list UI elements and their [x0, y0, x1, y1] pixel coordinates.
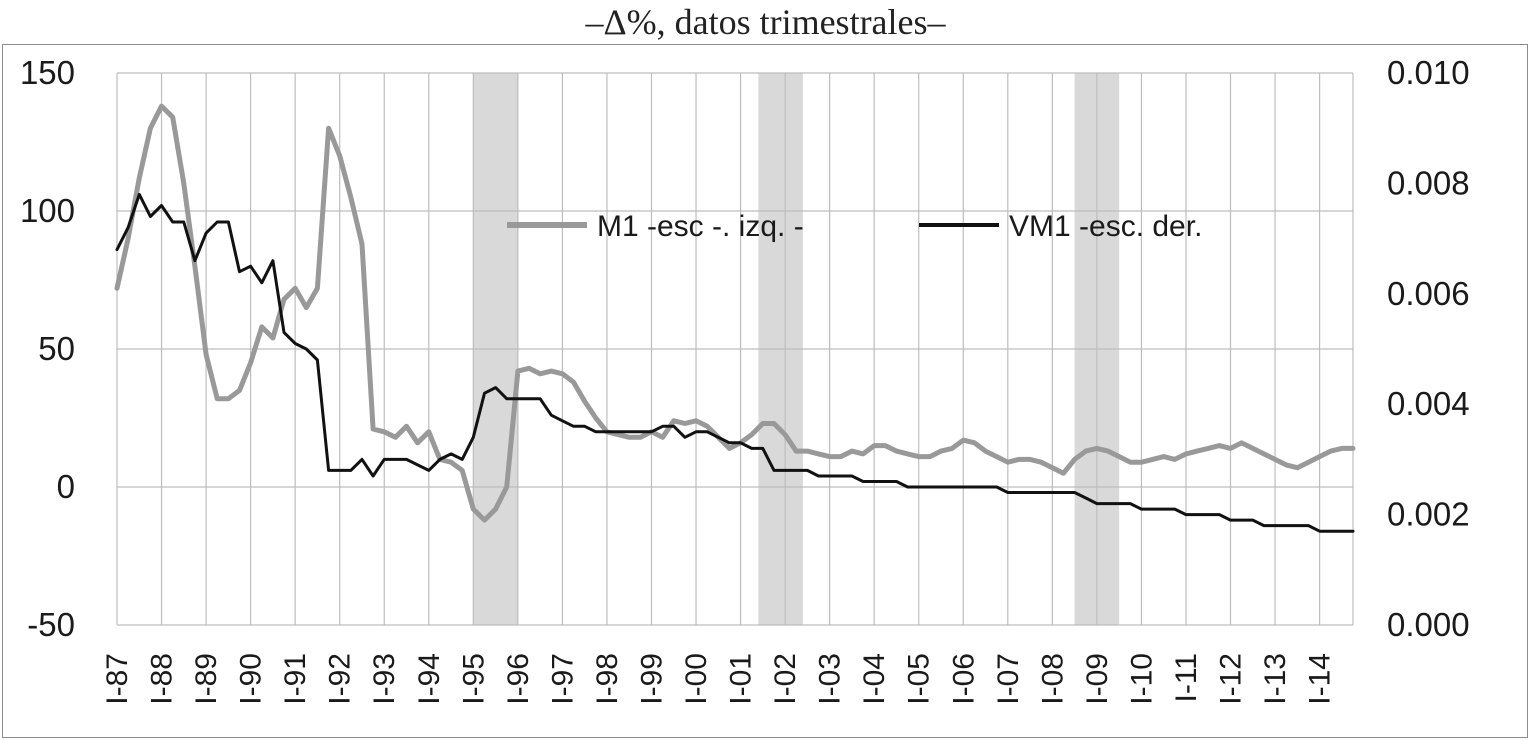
legend: M1 -esc -. izq. - VM1 -esc. der. [507, 210, 1202, 243]
right-tick-label: 0.008 [1387, 164, 1470, 201]
x-tick-label: I-94 [413, 653, 446, 705]
x-tick-label: I-92 [324, 653, 357, 705]
series-line-m1 [114, 103, 1356, 523]
x-tick-label: I-11 [1170, 653, 1203, 702]
x-tick-label: I-13 [1259, 653, 1292, 705]
gridlines [116, 72, 1354, 626]
left-tick-label: 0 [57, 468, 75, 505]
left-tick-label: 50 [38, 330, 75, 367]
right-tick-label: 0.006 [1387, 275, 1470, 312]
x-tick-label: I-12 [1215, 653, 1248, 705]
right-tick-label: 0.000 [1387, 606, 1470, 643]
legend-label-vm1: VM1 -esc. der. [1009, 210, 1202, 243]
x-tick-label: I-08 [1036, 653, 1069, 705]
x-tick-label: I-87 [101, 653, 134, 705]
x-axis-ticks: I-87 I-88 I-89 I-90 I-91 I-92 I-93 I-94 I-95 I-96… [101, 653, 1337, 705]
right-tick-label: 0.010 [1387, 54, 1470, 91]
right-axis-ticks: 0.000 0.002 0.004 0.006 0.008 0.010 [1387, 54, 1470, 643]
left-axis-ticks: -50 0 50 100 150 [20, 54, 75, 643]
x-tick-label: I-90 [235, 653, 268, 705]
x-tick-label: I-01 [725, 653, 758, 705]
right-tick-label: 0.002 [1387, 496, 1470, 533]
series-line-vm1 [115, 192, 1355, 533]
x-tick-label: I-14 [1304, 653, 1337, 705]
x-tick-label: I-03 [814, 653, 847, 705]
left-tick-label: 100 [20, 192, 75, 229]
left-tick-label: -50 [27, 606, 75, 643]
x-tick-label: I-91 [279, 653, 312, 705]
series-lines [114, 103, 1356, 533]
right-tick-label: 0.004 [1387, 385, 1470, 422]
x-tick-label: I-98 [591, 653, 624, 705]
x-tick-label: I-93 [368, 653, 401, 705]
legend-label-m1: M1 -esc -. izq. - [597, 210, 804, 243]
x-tick-label: I-02 [769, 653, 802, 705]
x-tick-label: I-00 [680, 653, 713, 705]
x-tick-label: I-09 [1081, 653, 1114, 705]
x-tick-label: I-06 [947, 653, 980, 705]
x-tick-label: I-89 [190, 653, 223, 705]
x-tick-label: I-97 [546, 653, 579, 705]
x-tick-label: I-07 [992, 653, 1025, 705]
left-tick-label: 150 [20, 54, 75, 91]
chart-title: –Δ%, datos trimestrales– [585, 2, 946, 42]
x-tick-label: I-95 [457, 653, 490, 705]
x-tick-label: I-10 [1125, 653, 1158, 705]
x-tick-label: I-04 [858, 653, 891, 705]
x-tick-label: I-88 [146, 653, 179, 705]
chart-frame: -50 0 50 100 150 0.000 0.002 0.004 0.006 0.008 0.… [2, 44, 1528, 738]
x-tick-label: I-99 [635, 653, 668, 705]
x-tick-label: I-05 [903, 653, 936, 705]
x-tick-label: I-96 [502, 653, 535, 705]
